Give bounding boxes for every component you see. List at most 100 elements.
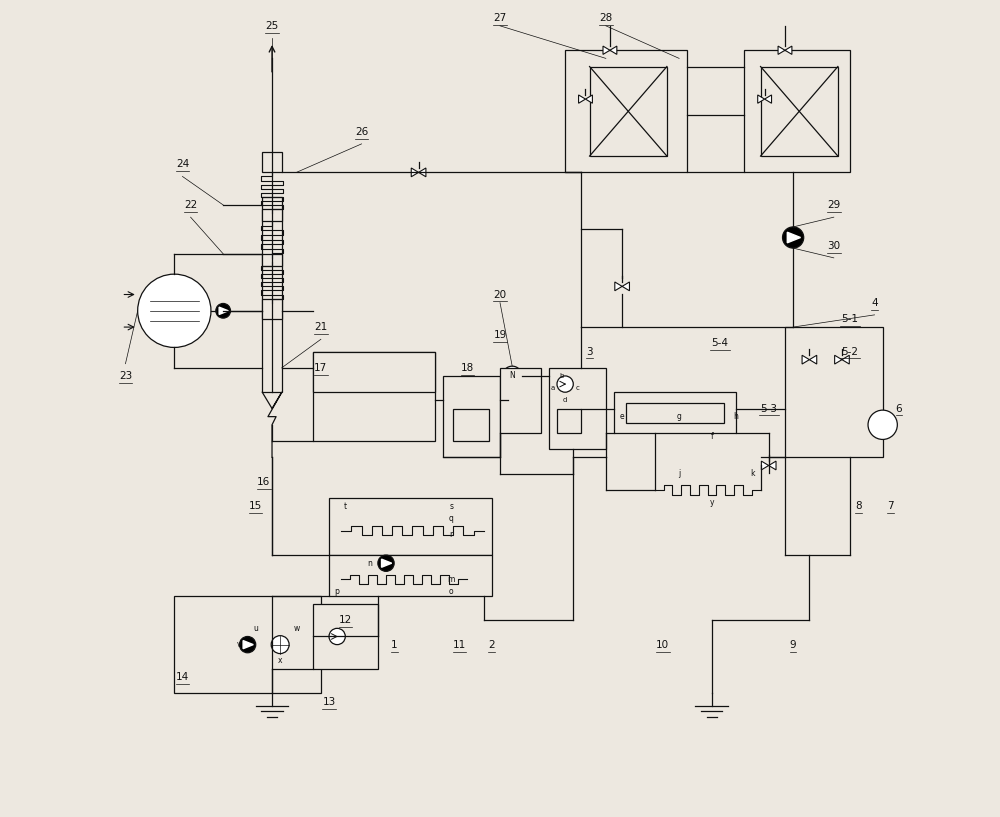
Text: 21: 21: [314, 322, 327, 332]
Text: u: u: [253, 624, 258, 633]
Polygon shape: [765, 95, 772, 103]
Polygon shape: [809, 355, 817, 364]
Text: 6: 6: [896, 404, 902, 413]
Text: y: y: [709, 498, 714, 507]
Circle shape: [329, 628, 345, 645]
Text: g: g: [677, 412, 682, 421]
Text: o: o: [449, 587, 453, 596]
Polygon shape: [610, 46, 617, 55]
Text: 4: 4: [871, 297, 878, 308]
Polygon shape: [842, 355, 849, 364]
Polygon shape: [615, 282, 622, 291]
Text: n: n: [367, 559, 372, 568]
Polygon shape: [835, 355, 842, 364]
Circle shape: [239, 636, 256, 653]
Text: 5-4: 5-4: [711, 338, 728, 348]
Text: 28: 28: [599, 13, 612, 23]
Text: 18: 18: [461, 363, 474, 373]
Polygon shape: [419, 168, 426, 176]
Circle shape: [557, 376, 573, 392]
Text: 17: 17: [314, 363, 327, 373]
Bar: [329, 498, 492, 555]
Circle shape: [216, 303, 230, 318]
Text: 1: 1: [391, 640, 397, 650]
Bar: [174, 596, 321, 694]
Polygon shape: [622, 282, 629, 291]
Circle shape: [502, 366, 522, 386]
Text: m: m: [447, 575, 455, 584]
Polygon shape: [802, 355, 809, 364]
Text: s: s: [449, 502, 453, 511]
Text: 15: 15: [249, 501, 262, 511]
Text: 27: 27: [493, 13, 507, 23]
Bar: [590, 66, 667, 156]
Text: b: b: [559, 373, 563, 379]
Text: 20: 20: [493, 289, 507, 300]
Bar: [262, 197, 282, 392]
Text: 26: 26: [355, 127, 368, 136]
Text: h: h: [734, 412, 739, 421]
Bar: [453, 408, 489, 441]
Text: 5-3: 5-3: [760, 404, 777, 413]
Bar: [313, 351, 435, 441]
Text: j: j: [678, 469, 680, 478]
Bar: [329, 555, 492, 596]
Text: p: p: [335, 587, 340, 596]
Text: 30: 30: [827, 241, 840, 251]
Bar: [761, 66, 838, 156]
Text: 23: 23: [119, 371, 132, 381]
Bar: [626, 403, 724, 423]
Circle shape: [378, 555, 394, 571]
Bar: [443, 376, 500, 458]
Bar: [557, 408, 581, 433]
Text: 8: 8: [855, 501, 862, 511]
Polygon shape: [243, 641, 253, 649]
Polygon shape: [579, 95, 585, 103]
Bar: [785, 327, 883, 458]
Polygon shape: [758, 95, 765, 103]
Bar: [614, 392, 736, 433]
Text: 24: 24: [176, 159, 189, 169]
Text: 10: 10: [656, 640, 669, 650]
Polygon shape: [411, 168, 419, 176]
Bar: [262, 209, 282, 221]
Text: v: v: [237, 641, 242, 650]
Polygon shape: [219, 307, 228, 315]
Text: f: f: [710, 432, 713, 441]
Text: e: e: [620, 412, 624, 421]
Text: x: x: [278, 656, 282, 665]
Text: k: k: [750, 469, 755, 478]
Bar: [549, 368, 606, 449]
Text: a: a: [551, 385, 555, 391]
Polygon shape: [785, 46, 792, 55]
Text: 5-1: 5-1: [842, 314, 859, 324]
Bar: [565, 50, 687, 172]
Text: d: d: [563, 397, 567, 404]
Bar: [262, 152, 282, 172]
Text: 16: 16: [257, 477, 271, 487]
Text: N: N: [509, 372, 515, 381]
Text: w: w: [293, 624, 300, 633]
Text: 2: 2: [489, 640, 495, 650]
Polygon shape: [603, 46, 610, 55]
Text: 9: 9: [790, 640, 796, 650]
Text: 22: 22: [184, 200, 197, 210]
Text: 7: 7: [888, 501, 894, 511]
Polygon shape: [761, 461, 769, 470]
Text: c: c: [575, 385, 579, 391]
Polygon shape: [769, 461, 776, 470]
Text: q: q: [449, 514, 454, 523]
Polygon shape: [778, 46, 785, 55]
Text: 13: 13: [322, 697, 336, 707]
Polygon shape: [585, 95, 592, 103]
Text: t: t: [344, 502, 347, 511]
Text: 14: 14: [176, 672, 189, 682]
Bar: [500, 368, 541, 433]
Circle shape: [868, 410, 897, 440]
Polygon shape: [787, 232, 801, 243]
Text: 5-2: 5-2: [842, 346, 859, 356]
Bar: [744, 50, 850, 172]
Bar: [313, 604, 378, 669]
Text: 11: 11: [453, 640, 466, 650]
Text: 12: 12: [339, 615, 352, 625]
